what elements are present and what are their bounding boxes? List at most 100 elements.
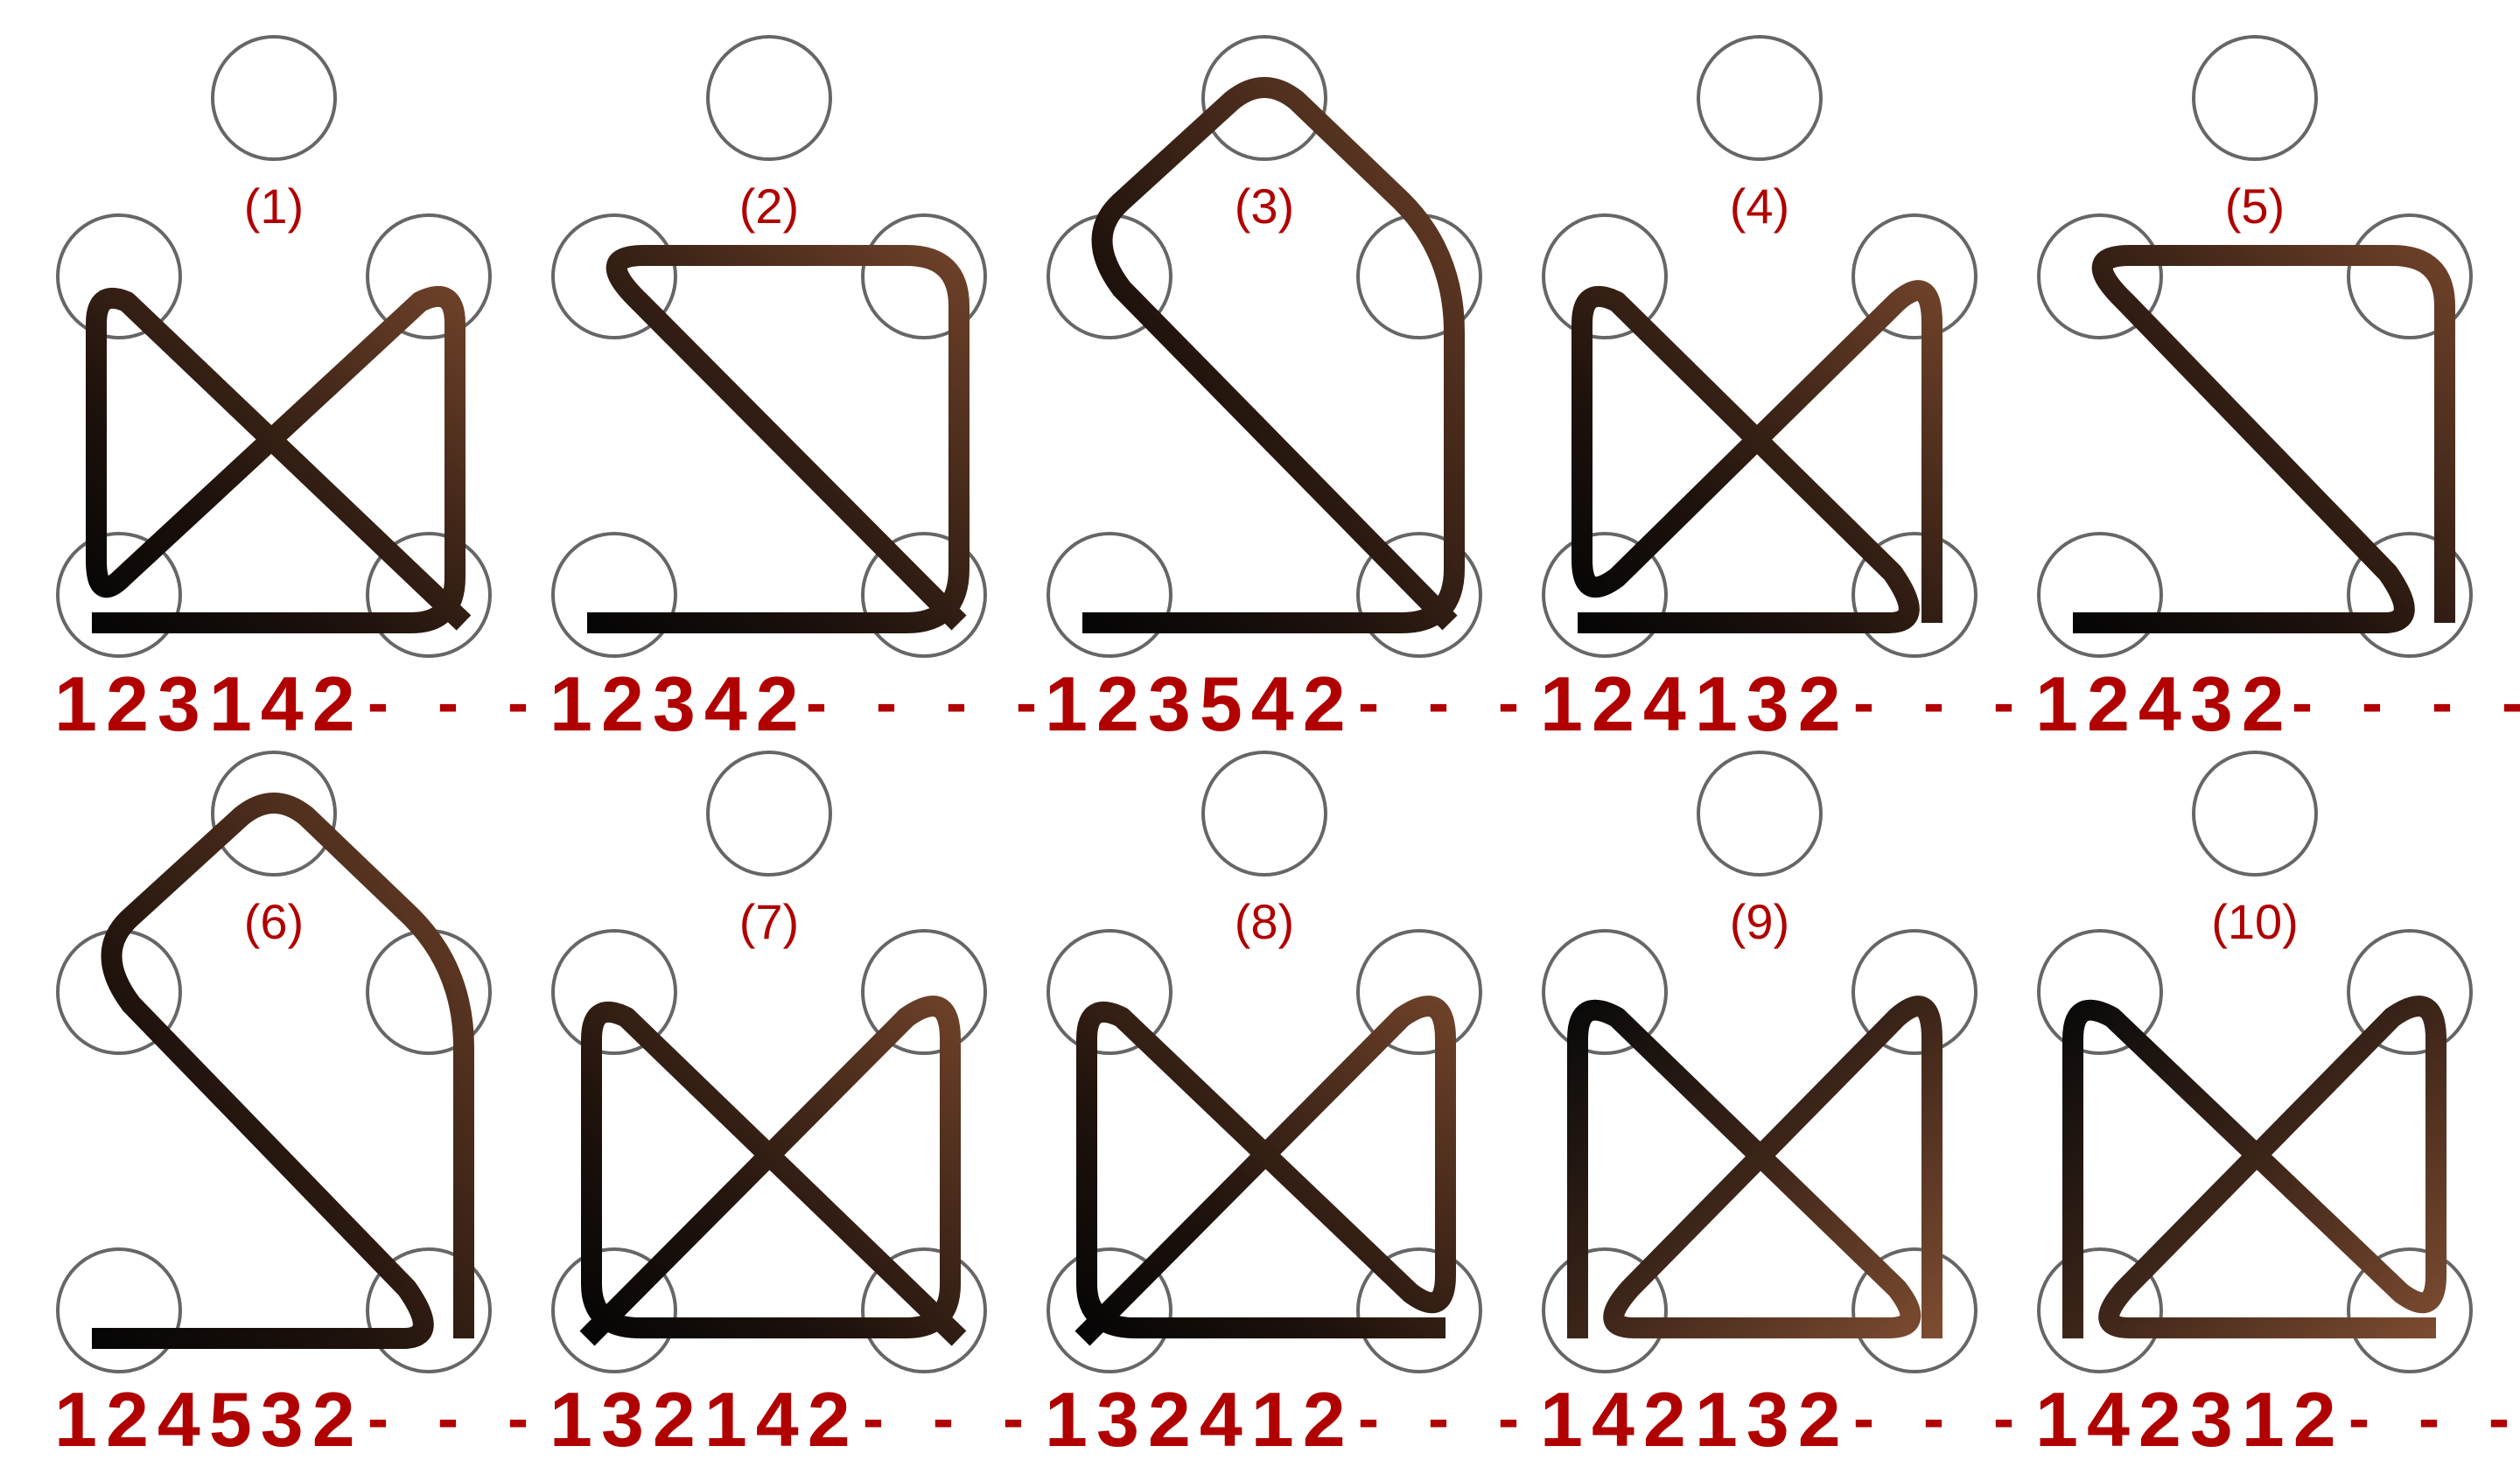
pattern-code: 123142 — [54, 660, 364, 747]
pattern-dashes: - - - - — [806, 668, 1053, 738]
pattern-code: 12342 — [550, 660, 808, 747]
pattern-dashes: - - - — [1853, 1384, 2030, 1454]
peg-4 — [551, 1247, 677, 1373]
pattern-dashes: - - - — [368, 1384, 544, 1454]
peg-4 — [551, 532, 677, 658]
peg-1 — [706, 751, 832, 877]
peg-3 — [1356, 929, 1482, 1055]
pattern-number: (7) — [739, 894, 799, 949]
peg-5 — [2347, 1247, 2473, 1373]
pattern-code: 124132 — [1540, 660, 1850, 747]
pattern-number: (6) — [244, 894, 304, 949]
pattern-dashes: - - - - — [2292, 668, 2520, 738]
peg-4 — [56, 1247, 182, 1373]
peg-holes — [551, 35, 987, 658]
pattern-dashes: - - - — [1358, 668, 1535, 738]
peg-1 — [1201, 35, 1327, 161]
lace-path — [579, 995, 967, 1346]
peg-1 — [1201, 751, 1327, 877]
peg-2 — [56, 213, 182, 339]
pattern-panel-5: (5) 12432 - - - - — [2035, 35, 2520, 747]
peg-holes — [1542, 751, 1978, 1373]
peg-holes — [551, 751, 987, 1373]
peg-5 — [366, 532, 492, 658]
peg-4 — [2037, 532, 2163, 658]
pattern-code: 142312 — [2035, 1376, 2345, 1463]
peg-3 — [861, 213, 987, 339]
pattern-code: 12432 — [2035, 660, 2293, 747]
peg-holes — [1046, 751, 1482, 1373]
peg-2 — [1046, 929, 1172, 1055]
lace-path — [1082, 77, 1465, 633]
peg-5 — [1852, 1247, 1978, 1373]
peg-1 — [1697, 751, 1823, 877]
peg-5 — [2347, 532, 2473, 658]
peg-4 — [1542, 1247, 1668, 1373]
peg-2 — [2037, 213, 2163, 339]
pattern-number: (8) — [1235, 894, 1294, 949]
pattern-dashes: - - - — [2348, 1384, 2520, 1454]
pattern-number: (9) — [1730, 894, 1789, 949]
pattern-panel-6: (6) 124532 - - - — [54, 751, 544, 1463]
pattern-panel-9: (9) 142132 - - - — [1540, 751, 2030, 1463]
pattern-panel-8: (8) 132412 - - - — [1045, 751, 1535, 1463]
peg-2 — [2037, 929, 2163, 1055]
pattern-number: (10) — [2211, 894, 2299, 949]
peg-1 — [211, 35, 337, 161]
peg-1 — [211, 751, 337, 877]
pattern-panel-3: (3) 123542 - - - — [1045, 35, 1535, 747]
peg-3 — [861, 929, 987, 1055]
pattern-dashes: - - - — [368, 668, 544, 738]
pattern-dashes: - - - — [1358, 1384, 1535, 1454]
peg-holes — [56, 35, 492, 658]
peg-2 — [1542, 213, 1668, 339]
peg-2 — [1542, 929, 1668, 1055]
pattern-code: 132142 — [550, 1376, 859, 1463]
peg-holes — [1046, 35, 1482, 658]
peg-1 — [2192, 751, 2318, 877]
peg-holes — [2037, 35, 2473, 658]
peg-2 — [551, 213, 677, 339]
pattern-number: (1) — [244, 178, 304, 234]
peg-holes — [2037, 751, 2473, 1373]
lace-path — [1572, 280, 1942, 633]
peg-4 — [2037, 1247, 2163, 1373]
peg-3 — [366, 213, 492, 339]
lace-path — [1567, 995, 1942, 1338]
peg-5 — [1356, 532, 1482, 658]
pattern-number: (2) — [739, 178, 799, 234]
lace-path — [92, 793, 474, 1349]
peg-holes — [1542, 35, 1978, 658]
pattern-panel-4: (4) 124132 - - - — [1540, 35, 2030, 747]
lace-path — [2062, 995, 2446, 1338]
peg-3 — [2347, 929, 2473, 1055]
peg-holes — [56, 751, 492, 1373]
peg-5 — [861, 532, 987, 658]
pattern-code: 142132 — [1540, 1376, 1850, 1463]
peg-5 — [366, 1247, 492, 1373]
peg-1 — [1697, 35, 1823, 161]
pattern-code: 132412 — [1045, 1376, 1354, 1463]
pattern-dashes: - - - — [863, 1384, 1040, 1454]
peg-4 — [1046, 1247, 1172, 1373]
pattern-panel-7: (7) 132142 - - - — [550, 751, 1040, 1463]
lace-path — [2073, 245, 2455, 633]
peg-2 — [551, 929, 677, 1055]
peg-3 — [2347, 213, 2473, 339]
peg-1 — [706, 35, 832, 161]
peg-3 — [1852, 213, 1978, 339]
lace-path — [1074, 995, 1456, 1346]
peg-5 — [1356, 1247, 1482, 1373]
lace-path — [587, 245, 970, 633]
peg-5 — [861, 1247, 987, 1373]
pattern-panel-1: (1) 123142 - - - — [54, 35, 544, 747]
pattern-code: 124532 — [54, 1376, 364, 1463]
pattern-dashes: - - - — [1853, 668, 2030, 738]
peg-4 — [1542, 532, 1668, 658]
peg-1 — [2192, 35, 2318, 161]
peg-3 — [1852, 929, 1978, 1055]
pattern-panel-2: (2) 12342 - - - - — [550, 35, 1053, 747]
lace-path — [86, 285, 472, 633]
pattern-panel-10: (10) 142312 - - - — [2035, 751, 2520, 1463]
pattern-code: 123542 — [1045, 660, 1354, 747]
